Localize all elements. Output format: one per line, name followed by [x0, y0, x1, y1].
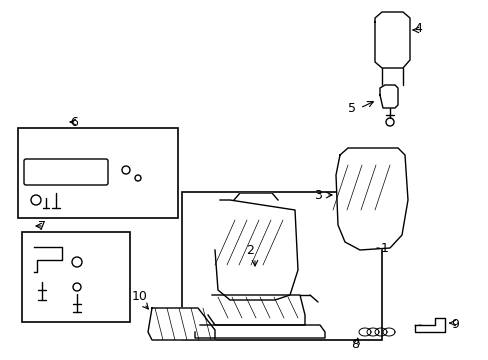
Text: 4: 4 — [413, 22, 421, 35]
Polygon shape — [234, 193, 278, 200]
Polygon shape — [374, 12, 409, 68]
Polygon shape — [148, 308, 215, 340]
Polygon shape — [215, 200, 297, 300]
Polygon shape — [335, 148, 407, 250]
Text: 10: 10 — [132, 289, 148, 302]
Polygon shape — [414, 318, 444, 332]
Polygon shape — [207, 295, 305, 325]
Text: 9: 9 — [450, 319, 458, 332]
Text: 1: 1 — [380, 242, 388, 255]
Text: 6: 6 — [70, 116, 78, 129]
Bar — [22, 232, 130, 322]
Bar — [18, 128, 178, 218]
Text: 5: 5 — [347, 102, 355, 114]
Polygon shape — [195, 325, 325, 338]
Text: 8: 8 — [350, 338, 358, 351]
Bar — [182, 192, 381, 340]
FancyBboxPatch shape — [24, 159, 108, 185]
Text: 7: 7 — [38, 220, 46, 233]
Polygon shape — [379, 85, 397, 108]
Text: 2: 2 — [245, 243, 253, 256]
Text: 3: 3 — [313, 189, 321, 202]
